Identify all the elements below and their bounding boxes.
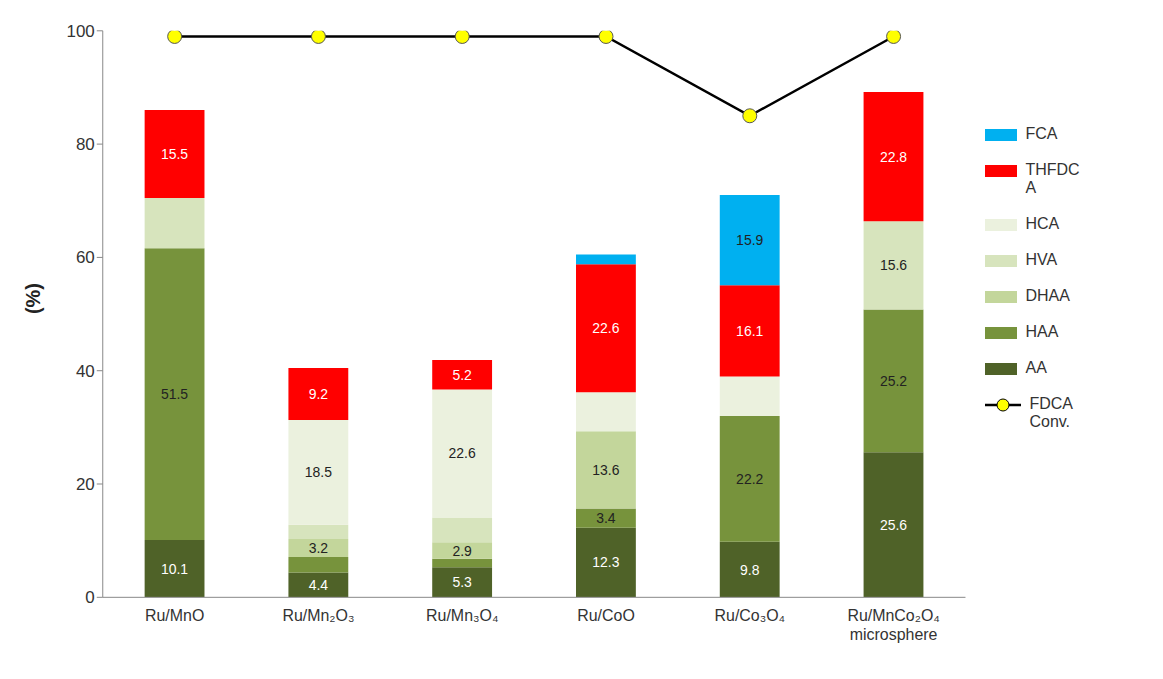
svg-text:9.2: 9.2	[309, 386, 329, 402]
svg-text:2.9: 2.9	[452, 543, 472, 559]
html-text:FCA: FCA	[1025, 125, 1058, 142]
svg-text:15.9: 15.9	[736, 232, 763, 248]
svg-text:Ru/MnO: Ru/MnO	[145, 607, 204, 624]
html-text:HAA: HAA	[1025, 323, 1059, 340]
svg-text:22.2: 22.2	[736, 471, 763, 487]
svg-text:(%): (%)	[22, 283, 44, 314]
svg-text:Ru/Mn₂O₃: Ru/Mn₂O₃	[282, 607, 354, 624]
svg-text:18.5: 18.5	[305, 464, 332, 480]
svg-text:60: 60	[76, 248, 95, 267]
svg-text:Ru/CoO: Ru/CoO	[577, 607, 635, 624]
svg-text:13.6: 13.6	[592, 462, 619, 478]
svg-text:22.8: 22.8	[880, 149, 907, 165]
svg-text:Ru/MnCo₂O₄: Ru/MnCo₂O₄	[847, 607, 939, 624]
svg-text:40: 40	[76, 362, 95, 381]
svg-text:microsphere: microsphere	[850, 626, 938, 643]
html-text:DHAA: DHAA	[1025, 287, 1070, 304]
html-text:FDCA Conv.: FDCA Conv.	[1029, 395, 1073, 430]
svg-text:9.8: 9.8	[740, 562, 760, 578]
html-text:HVA: HVA	[1025, 251, 1058, 268]
svg-text:100: 100	[67, 22, 95, 41]
svg-text:Ru/Co₃O₄: Ru/Co₃O₄	[715, 607, 786, 624]
svg-text:5.3: 5.3	[452, 574, 472, 590]
svg-text:15.6: 15.6	[880, 257, 907, 273]
svg-text:22.6: 22.6	[592, 320, 619, 336]
svg-text:10.1: 10.1	[161, 561, 188, 577]
svg-text:80: 80	[76, 135, 95, 154]
svg-text:25.6: 25.6	[880, 517, 907, 533]
svg-text:5.2: 5.2	[452, 367, 472, 383]
svg-text:20: 20	[76, 475, 95, 494]
svg-text:3.4: 3.4	[596, 510, 616, 526]
html-text:HCA: HCA	[1025, 215, 1060, 232]
svg-text:51.5: 51.5	[161, 386, 188, 402]
svg-text:Ru/Mn₃O₄: Ru/Mn₃O₄	[426, 607, 498, 624]
html-text:THFDCA: THFDCA	[1025, 161, 1080, 196]
svg-text:12.3: 12.3	[592, 554, 619, 570]
svg-text:3.2: 3.2	[309, 540, 329, 556]
svg-text:22.6: 22.6	[449, 445, 476, 461]
svg-text:25.2: 25.2	[880, 373, 907, 389]
svg-text:16.1: 16.1	[736, 323, 763, 339]
svg-text:4.4: 4.4	[309, 577, 329, 593]
html-text:AA: AA	[1025, 359, 1047, 376]
svg-text:15.5: 15.5	[161, 146, 188, 162]
svg-text:0: 0	[85, 588, 94, 607]
